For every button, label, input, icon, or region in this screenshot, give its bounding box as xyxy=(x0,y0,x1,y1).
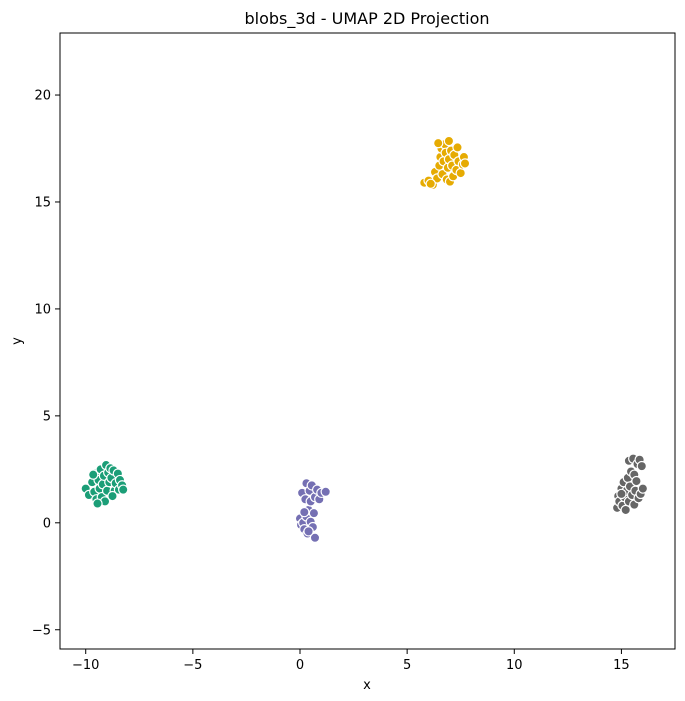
x-axis-label: x xyxy=(363,678,371,693)
x-tick-label: 0 xyxy=(296,658,304,673)
y-tick-label: −5 xyxy=(32,623,51,638)
data-point-1-17 xyxy=(309,532,321,543)
y-tick-label: 10 xyxy=(34,302,51,317)
data-point-3-26 xyxy=(616,488,627,500)
series-3 xyxy=(611,453,649,516)
y-tick-label: 5 xyxy=(43,409,51,424)
data-point-3-19 xyxy=(631,475,642,487)
series-2 xyxy=(419,135,471,191)
x-tick-label: 5 xyxy=(403,658,411,673)
x-tick-label: 15 xyxy=(613,658,630,673)
plot-frame xyxy=(59,32,676,650)
x-tick-label: −10 xyxy=(72,658,99,673)
y-axis: −5 0 5 10 15 20 xyxy=(32,89,60,638)
data-point-2-26 xyxy=(459,158,471,169)
y-axis-label: y xyxy=(10,337,25,345)
data-point-1-21 xyxy=(320,486,331,497)
y-tick-label: 20 xyxy=(34,89,51,104)
y-tick-label: 0 xyxy=(43,516,51,531)
x-tick-label: −5 xyxy=(183,658,202,673)
x-axis: −10 −5 0 5 10 15 xyxy=(72,649,630,673)
data-point-1-23 xyxy=(299,506,310,518)
data-point-0-27 xyxy=(88,469,99,480)
plot-area xyxy=(80,135,649,543)
data-point-2-23 xyxy=(455,167,466,179)
x-tick-label: 10 xyxy=(506,658,523,673)
data-point-2-21 xyxy=(452,142,463,153)
series-0 xyxy=(80,459,129,509)
chart-title: blobs_3d - UMAP 2D Projection xyxy=(244,9,489,29)
data-point-2-27 xyxy=(433,137,444,149)
data-point-0-28 xyxy=(92,498,103,509)
data-point-3-24 xyxy=(637,483,649,494)
data-point-2-29 xyxy=(425,178,436,189)
data-point-3-25 xyxy=(636,460,647,472)
data-point-2-28 xyxy=(443,135,455,147)
data-point-1-15 xyxy=(308,507,320,519)
series-1 xyxy=(294,478,331,543)
y-tick-label: 15 xyxy=(34,195,51,210)
data-point-1-22 xyxy=(303,526,314,537)
data-point-3-7 xyxy=(620,504,631,516)
data-point-0-26 xyxy=(118,484,129,495)
data-point-0-29 xyxy=(107,490,118,502)
